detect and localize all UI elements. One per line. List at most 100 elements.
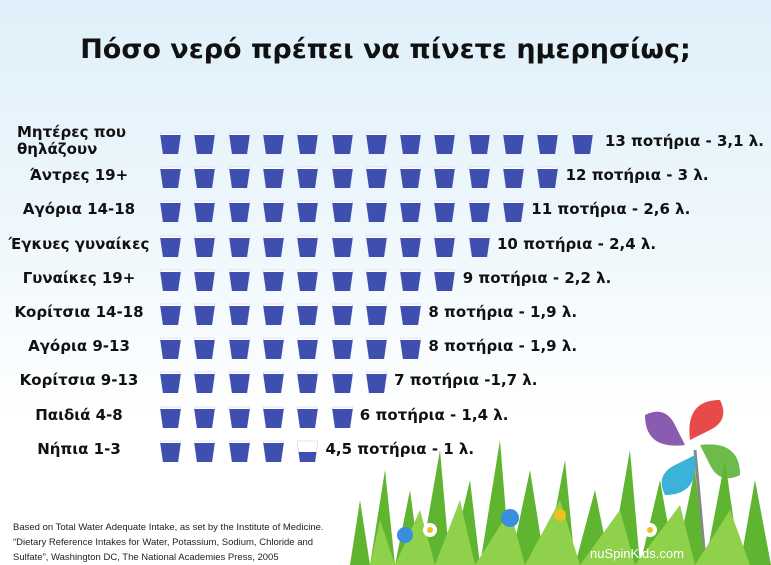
category-label: Άντρες 19+: [29, 166, 129, 185]
data-label: 11 ποτήρια - 2,6 λ.: [531, 200, 691, 219]
glass-icon: [297, 201, 319, 223]
glass-icon: [400, 201, 422, 223]
glass-icon: [365, 235, 387, 257]
glass-icon: [262, 166, 284, 189]
glass-icon: [228, 303, 250, 325]
category-label: Νήπια 1-3: [37, 439, 121, 458]
glass-icon: [194, 166, 216, 189]
glass-icon: [228, 201, 250, 223]
glass-icon: [468, 166, 490, 189]
glass-icon: [262, 303, 284, 325]
glass-icon: [365, 372, 387, 394]
glass-icon: [160, 269, 181, 291]
data-label: 8 ποτήρια - 1,9 λ.: [428, 303, 578, 321]
glass-icon: [503, 132, 524, 154]
glass-icon: [503, 201, 524, 223]
data-label: 10 ποτήρια - 2,4 λ.: [497, 234, 657, 253]
glass-icon: [194, 235, 216, 257]
glass-icon: [331, 166, 353, 189]
category-label: Μητέρες που θηλάζουν: [17, 123, 127, 158]
category-label: Έγκυες γυναίκες: [8, 234, 150, 253]
glass-icon: [365, 201, 387, 223]
glass-icon: [228, 269, 250, 291]
glass-icon: [365, 132, 387, 154]
glass-icon: [331, 269, 353, 291]
glass-icon: [331, 372, 353, 394]
glass-icon: [228, 166, 250, 189]
data-label: 13 ποτήρια - 3,1 λ.: [604, 132, 764, 150]
glass-icon: [262, 235, 284, 257]
glass-icon: [400, 132, 422, 154]
glass-icon: [228, 372, 250, 394]
glass-icon: [297, 235, 319, 257]
glass-icon: [194, 406, 216, 428]
data-label: 8 ποτήρια - 1,9 λ.: [428, 337, 578, 356]
glass-icon: [194, 269, 216, 291]
glass-icon: [228, 440, 250, 462]
chart-row: Κορίτσια 14-18 8 ποτήρια - 1,9 λ.: [0, 299, 771, 329]
glass-icon: [262, 201, 284, 223]
data-label: 7 ποτήρια -1,7 λ.: [394, 371, 538, 390]
glass-icon: [400, 166, 422, 189]
chart-row: Αγόρια 14-18 11 ποτήρια - 2,6 λ.: [0, 196, 771, 226]
glass-icon: [434, 269, 456, 291]
glass-icon: [160, 337, 181, 360]
glass-icon: [194, 372, 216, 394]
glass-icon: [160, 201, 181, 223]
glass-icon: [194, 440, 216, 462]
category-label: Παιδιά 4-8: [35, 405, 123, 424]
glass-icon: [331, 235, 353, 257]
chart-row: Κορίτσια 9-13 7 ποτήρια -1,7 λ.: [0, 367, 771, 397]
flower-icon: [397, 527, 413, 543]
data-label: 9 ποτήρια - 2,2 λ.: [462, 268, 612, 287]
glass-icon: [365, 166, 387, 189]
glass-icon: [297, 406, 319, 428]
glass-icon: [262, 132, 284, 154]
glass-icon: [365, 337, 387, 360]
glass-icon: [400, 303, 422, 325]
glass-icon: [160, 235, 181, 257]
glass-icon: [400, 269, 422, 291]
glass-icon: [434, 201, 456, 223]
glass-icon: [160, 166, 181, 189]
glass-icon: [262, 440, 284, 462]
brand-text: nuSpinKids.com: [590, 546, 684, 561]
glass-icon: [160, 303, 181, 325]
glass-icon: [262, 269, 284, 291]
glass-icon: [331, 406, 353, 428]
glass-icon: [228, 235, 250, 257]
glass-icon: [160, 406, 181, 428]
glass-icon: [365, 303, 387, 325]
glass-icon: [400, 337, 422, 360]
glass-icon: [434, 166, 456, 189]
chart-row: Άντρες 19+ 12 ποτήρια - 3 λ.: [0, 162, 771, 192]
chart-row: Έγκυες γυναίκες 10 ποτήρια - 2,4 λ.: [0, 231, 771, 261]
glass-icon: [297, 166, 319, 189]
glass-icon: [571, 132, 593, 154]
glass-icon: [400, 235, 422, 257]
category-label: Αγόρια 14-18: [22, 200, 136, 219]
glass-icon: [331, 132, 353, 154]
category-label: Κορίτσια 14-18: [14, 303, 144, 321]
glass-icon: [331, 201, 353, 223]
glass-icon: [194, 132, 216, 154]
grass-decoration: [350, 400, 771, 565]
source-line: Based on Total Water Adequate Intake, as…: [13, 522, 324, 533]
source-note: Based on Total Water Adequate Intake, as…: [13, 520, 353, 565]
glass-icon: [194, 337, 216, 360]
chart-row: Νήπια 1-3 4,5 ποτήρια - 1 λ.: [0, 436, 771, 466]
glass-icon: [297, 269, 319, 291]
data-label: 12 ποτήρια - 3 λ.: [565, 166, 709, 185]
glass-icon: [297, 372, 319, 394]
glass-icon: [537, 166, 559, 189]
glass-icon: [434, 235, 456, 257]
source-line: “Dietary Reference Intakes for Water, Po…: [13, 537, 314, 548]
glass-icon: [537, 132, 559, 154]
source-line: Sulfate”, Washington DC, The National Ac…: [13, 552, 279, 563]
glass-icon: [228, 337, 250, 360]
glass-icon: [468, 132, 490, 154]
glass-icon: [262, 337, 284, 360]
pinwheel-icon: [645, 400, 740, 561]
glass-icon: [194, 201, 216, 223]
glass-icon: [503, 166, 524, 189]
